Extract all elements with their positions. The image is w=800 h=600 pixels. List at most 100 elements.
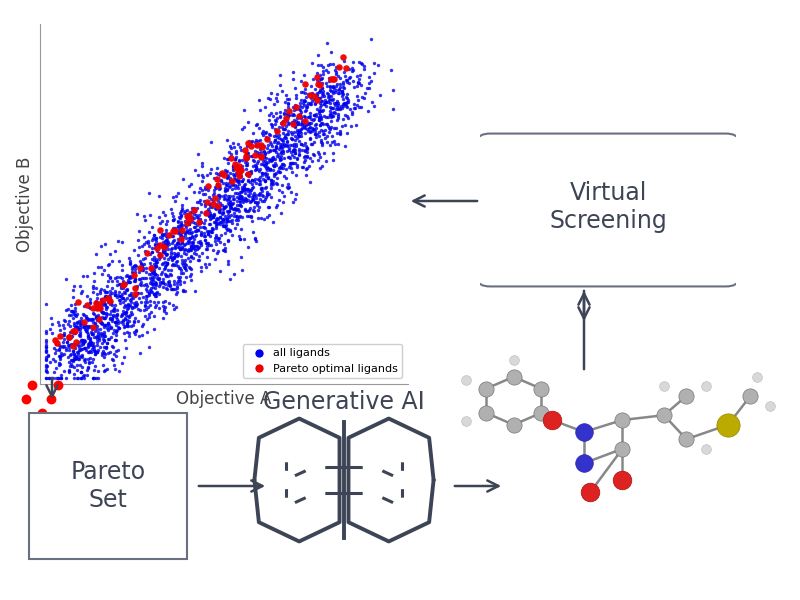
Point bbox=[212, 202, 225, 211]
Point bbox=[371, 61, 384, 70]
Point bbox=[246, 136, 258, 145]
Point bbox=[149, 302, 162, 312]
Point bbox=[261, 134, 274, 144]
Point bbox=[206, 245, 219, 255]
Point bbox=[166, 236, 179, 246]
Point bbox=[185, 179, 198, 188]
Point bbox=[178, 216, 191, 226]
Point bbox=[233, 155, 246, 164]
Point bbox=[159, 283, 172, 293]
Point bbox=[156, 230, 169, 240]
Point bbox=[264, 130, 277, 140]
Point bbox=[270, 130, 283, 140]
Point bbox=[162, 271, 174, 281]
Point bbox=[322, 89, 334, 99]
Point bbox=[228, 142, 241, 151]
Point bbox=[264, 146, 277, 155]
Point bbox=[166, 284, 179, 294]
Point bbox=[214, 266, 226, 276]
Point bbox=[149, 283, 162, 293]
Point bbox=[238, 181, 250, 190]
Point bbox=[270, 147, 282, 157]
Point bbox=[251, 200, 264, 210]
Point bbox=[319, 97, 332, 107]
Point bbox=[221, 180, 234, 190]
Point bbox=[269, 116, 282, 125]
Point bbox=[322, 121, 334, 131]
Point bbox=[95, 319, 108, 328]
Point bbox=[95, 338, 108, 348]
Point bbox=[289, 158, 302, 167]
Point bbox=[239, 188, 252, 198]
Point bbox=[252, 136, 265, 146]
Point bbox=[230, 200, 243, 210]
Point bbox=[194, 229, 207, 239]
Point bbox=[126, 320, 139, 329]
Point bbox=[266, 166, 279, 175]
Circle shape bbox=[306, 459, 324, 474]
Point bbox=[159, 219, 172, 229]
Point bbox=[270, 143, 283, 153]
Point bbox=[343, 104, 356, 114]
Point bbox=[113, 323, 126, 333]
Point bbox=[268, 161, 281, 171]
Point bbox=[322, 127, 335, 137]
Point bbox=[277, 141, 290, 151]
Point bbox=[281, 110, 294, 120]
Point bbox=[314, 105, 326, 115]
Point bbox=[143, 278, 156, 288]
Point bbox=[246, 155, 259, 165]
Point bbox=[83, 336, 96, 346]
Point bbox=[132, 316, 145, 326]
Point bbox=[310, 68, 323, 77]
Point bbox=[87, 287, 100, 297]
Point bbox=[115, 289, 128, 299]
Point bbox=[261, 212, 274, 222]
Point bbox=[146, 247, 159, 256]
Point bbox=[134, 298, 147, 307]
Point bbox=[229, 223, 242, 232]
Point bbox=[82, 332, 94, 341]
Point bbox=[102, 260, 114, 270]
Point bbox=[182, 262, 195, 272]
Point bbox=[94, 313, 107, 323]
Point bbox=[342, 95, 355, 105]
Point bbox=[109, 290, 122, 300]
Point bbox=[104, 289, 117, 299]
Point bbox=[274, 152, 287, 161]
Point bbox=[236, 186, 249, 196]
Point bbox=[171, 237, 184, 247]
Point bbox=[222, 256, 234, 266]
Point bbox=[190, 241, 202, 251]
Point bbox=[288, 148, 301, 158]
Point bbox=[208, 217, 221, 227]
Point bbox=[259, 176, 272, 186]
Point bbox=[229, 148, 242, 158]
Point bbox=[65, 332, 78, 342]
Point bbox=[254, 151, 267, 161]
Point bbox=[238, 106, 250, 115]
Point bbox=[101, 364, 114, 374]
Point bbox=[249, 234, 262, 244]
Point bbox=[279, 133, 292, 143]
Point bbox=[71, 324, 84, 334]
Point bbox=[251, 157, 264, 166]
Point bbox=[239, 164, 252, 174]
Point bbox=[238, 204, 251, 214]
Point bbox=[86, 373, 99, 383]
Point bbox=[146, 268, 158, 277]
Point bbox=[260, 182, 273, 192]
Point bbox=[210, 200, 222, 209]
Point bbox=[304, 134, 317, 144]
Point bbox=[144, 307, 157, 317]
Point bbox=[156, 260, 169, 269]
Point bbox=[229, 163, 242, 173]
Point bbox=[249, 175, 262, 184]
Point bbox=[70, 318, 83, 328]
Point bbox=[128, 260, 141, 270]
Point bbox=[122, 272, 135, 281]
Circle shape bbox=[277, 472, 294, 488]
Point bbox=[210, 184, 222, 193]
Point bbox=[245, 212, 258, 222]
Point bbox=[129, 277, 142, 286]
